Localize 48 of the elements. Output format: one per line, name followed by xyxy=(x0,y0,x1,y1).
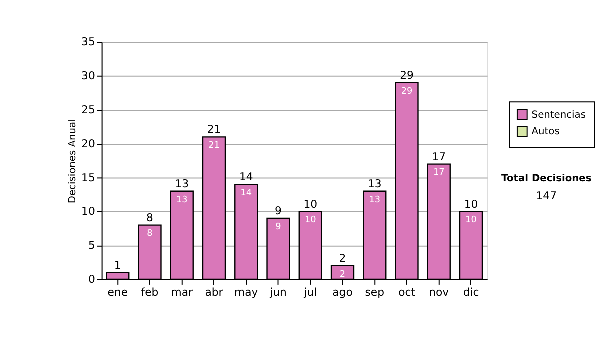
data-label: 13 xyxy=(176,195,188,206)
x-tick-label: dic xyxy=(463,286,480,299)
data-label: 29 xyxy=(401,86,413,97)
total-label: 10 xyxy=(464,198,478,211)
data-label: 13 xyxy=(369,195,381,206)
x-tick-label: feb xyxy=(141,286,159,299)
x-tick-label: jun xyxy=(269,286,287,299)
data-label: 8 xyxy=(147,229,154,240)
total-label: 14 xyxy=(239,170,254,184)
y-tick-label: 0 xyxy=(88,272,96,286)
x-tick-label: ene xyxy=(108,286,128,299)
x-tick-label: mar xyxy=(171,286,194,299)
y-axis-title: Decisiones Anual xyxy=(68,119,79,204)
x-tick-label: may xyxy=(234,286,259,299)
x-tick-label: jul xyxy=(303,286,318,299)
y-tick-label: 35 xyxy=(82,36,96,49)
total-label: 13 xyxy=(175,177,190,190)
text: Total Decisiones xyxy=(502,174,592,185)
total-label: 8 xyxy=(146,211,154,224)
y-tick-label: 20 xyxy=(82,137,96,150)
total-label: 13 xyxy=(368,177,382,190)
x-tick-label: nov xyxy=(429,286,450,299)
total-label: 2 xyxy=(339,252,346,265)
x-tick-label: oct xyxy=(398,286,416,299)
total-label: 1 xyxy=(114,258,122,272)
x-tick-label: sep xyxy=(365,286,385,299)
legend-label: Autos xyxy=(532,126,560,138)
y-tick-label: 30 xyxy=(82,70,96,83)
data-label: 21 xyxy=(208,141,220,152)
data-label: 14 xyxy=(240,188,252,198)
data-label: 17 xyxy=(433,168,445,178)
total-label: 29 xyxy=(400,68,414,82)
y-tick-label: 5 xyxy=(88,239,96,252)
total-label: 10 xyxy=(304,198,318,211)
x-tick-label: abr xyxy=(205,286,224,299)
data-label: 10 xyxy=(466,216,478,226)
y-tick-label: 15 xyxy=(82,171,96,184)
data-label: 9 xyxy=(276,222,282,232)
y-tick-label: 10 xyxy=(82,205,96,218)
total-label: 9 xyxy=(275,204,282,218)
legend-label: Sentencias xyxy=(532,110,586,121)
y-tick-label: 25 xyxy=(82,104,96,117)
x-tick-label: ago xyxy=(332,286,354,299)
text: 147 xyxy=(536,189,557,202)
total-label: 17 xyxy=(432,150,446,164)
data-label: 10 xyxy=(304,216,317,226)
data-label: 2 xyxy=(340,270,346,280)
total-label: 21 xyxy=(207,123,222,136)
